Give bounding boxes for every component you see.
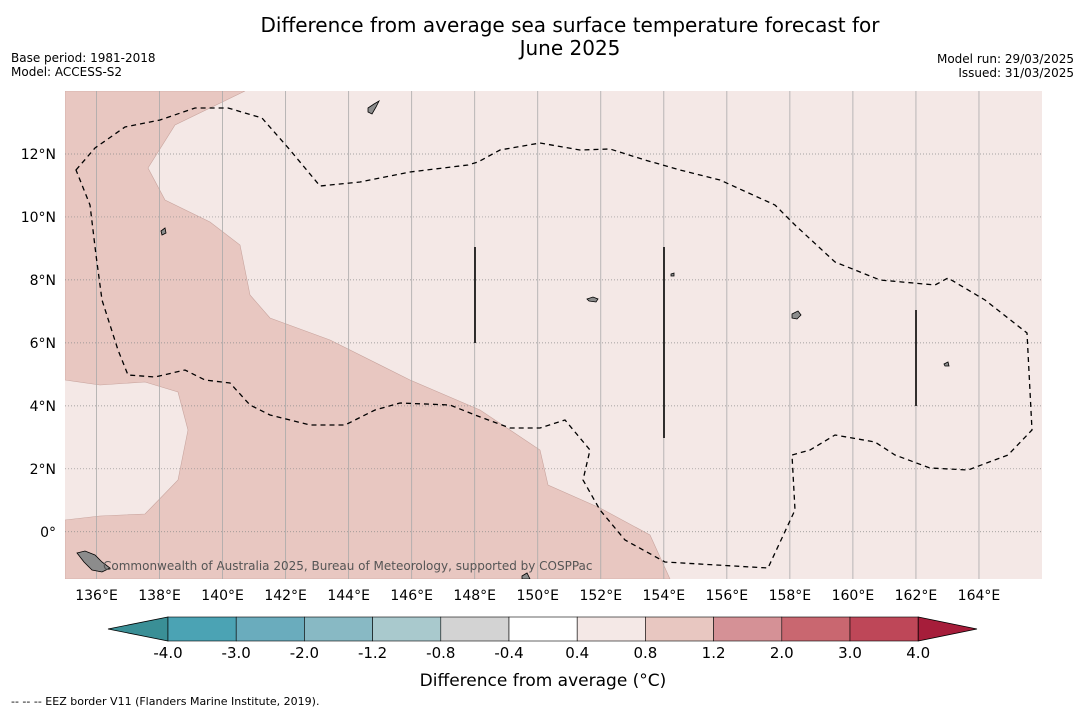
meta-left: Base period: 1981-2018 Model: ACCESS-S2 — [11, 51, 156, 79]
island — [670, 272, 675, 277]
model-run: Model run: 29/03/2025 — [936, 52, 1074, 66]
colorbar-swatch — [781, 616, 851, 642]
colorbar-swatch — [713, 616, 783, 642]
longitude-tick-label: 136°E — [75, 588, 118, 604]
meta-right: Model run: 29/03/2025 Issued: 31/03/2025 — [937, 52, 1074, 80]
colorbar-swatch — [304, 616, 373, 642]
colorbar-tick-label: 4.0 — [906, 644, 930, 662]
land-islands — [76, 99, 950, 579]
longitude-tick-label: 144°E — [327, 588, 370, 604]
model-name: Model: ACCESS-S2 — [11, 65, 123, 79]
latitude-tick-label: 2°N — [30, 462, 56, 478]
latitude-tick-label: 4°N — [30, 399, 56, 415]
eez-footnote: -- -- -- EEZ border V11 (Flanders Marine… — [11, 695, 320, 708]
colorbar-tick-label: -0.4 — [494, 644, 523, 662]
colorbar-tick-label: 0.4 — [565, 644, 589, 662]
chart-title: Difference from average sea surface temp… — [0, 14, 1085, 60]
colorbar-tick-label: -0.8 — [426, 644, 455, 662]
colorbar-swatch — [645, 616, 714, 642]
island — [791, 310, 802, 320]
latitude-tick-label: 8°N — [30, 273, 56, 289]
colorbar: -4.0 -3.0 -2.0 -1.2 -0.8 -0.4 0.4 0.8 1.2 2.0 3.0 4… — [107, 616, 978, 662]
colorbar-tick-label: 2.0 — [770, 644, 794, 662]
island — [943, 361, 950, 367]
island — [367, 99, 380, 115]
longitude-tick-label: 146°E — [390, 588, 433, 604]
island — [160, 227, 167, 236]
base-period: Base period: 1981-2018 — [11, 51, 156, 65]
longitude-tick-label: 156°E — [706, 588, 749, 604]
longitude-tick-label: 150°E — [516, 588, 559, 604]
longitude-tick-label: 158°E — [769, 588, 812, 604]
island — [521, 572, 531, 579]
copyright-text: Commonwealth of Australia 2025, Bureau o… — [103, 559, 593, 573]
gridlines — [65, 91, 1042, 579]
colorbar-swatch — [167, 616, 237, 642]
longitude-tick-label: 154°E — [643, 588, 686, 604]
longitude-tick-labels: 136°E 138°E 140°E 142°E 144°E 146°E 148°E 150°E… — [75, 588, 1000, 604]
eez-border — [75, 107, 1033, 569]
colorbar-tick-label: -1.2 — [358, 644, 387, 662]
issued-date: Issued: 31/03/2025 — [958, 66, 1074, 80]
longitude-tick-label: 162°E — [895, 588, 938, 604]
latitude-tick-labels: 12°N 10°N 8°N 6°N 4°N 2°N 0° — [21, 147, 56, 541]
colorbar-swatch — [849, 616, 919, 642]
longitude-tick-label: 152°E — [579, 588, 622, 604]
vertical-bars — [474, 247, 917, 438]
colorbar-swatch — [440, 616, 510, 642]
colorbar-under-arrow — [107, 616, 169, 642]
island — [76, 550, 111, 573]
title-line-2: June 2025 — [519, 36, 621, 60]
latitude-tick-label: 12°N — [21, 147, 56, 163]
colorbar-swatch — [508, 616, 578, 642]
colorbar-swatch — [235, 616, 305, 642]
colorbar-swatch — [576, 616, 646, 642]
colorbar-tick-label: -2.0 — [290, 644, 319, 662]
map-area — [65, 91, 1042, 579]
colorbar-title: Difference from average (°C) — [420, 671, 667, 691]
longitude-tick-label: 148°E — [453, 588, 496, 604]
colorbar-over-arrow — [917, 616, 978, 642]
colorbar-tick-label: 0.8 — [633, 644, 657, 662]
longitude-tick-label: 160°E — [832, 588, 875, 604]
title-line-1: Difference from average sea surface temp… — [260, 13, 880, 37]
longitude-tick-label: 164°E — [958, 588, 1001, 604]
colorbar-tick-label: -4.0 — [153, 644, 182, 662]
longitude-tick-label: 140°E — [201, 588, 244, 604]
latitude-tick-label: 10°N — [21, 210, 56, 226]
latitude-tick-label: 0° — [40, 525, 56, 541]
colorbar-tick-label: 3.0 — [838, 644, 862, 662]
longitude-tick-label: 138°E — [138, 588, 181, 604]
colorbar-tick-label: 1.2 — [702, 644, 726, 662]
longitude-tick-label: 142°E — [264, 588, 307, 604]
colorbar-swatch — [372, 616, 442, 642]
colorbar-tick-label: -3.0 — [222, 644, 251, 662]
latitude-tick-label: 6°N — [30, 336, 56, 352]
anomaly-band-0-8-1-2 — [65, 91, 671, 579]
island — [586, 296, 599, 303]
